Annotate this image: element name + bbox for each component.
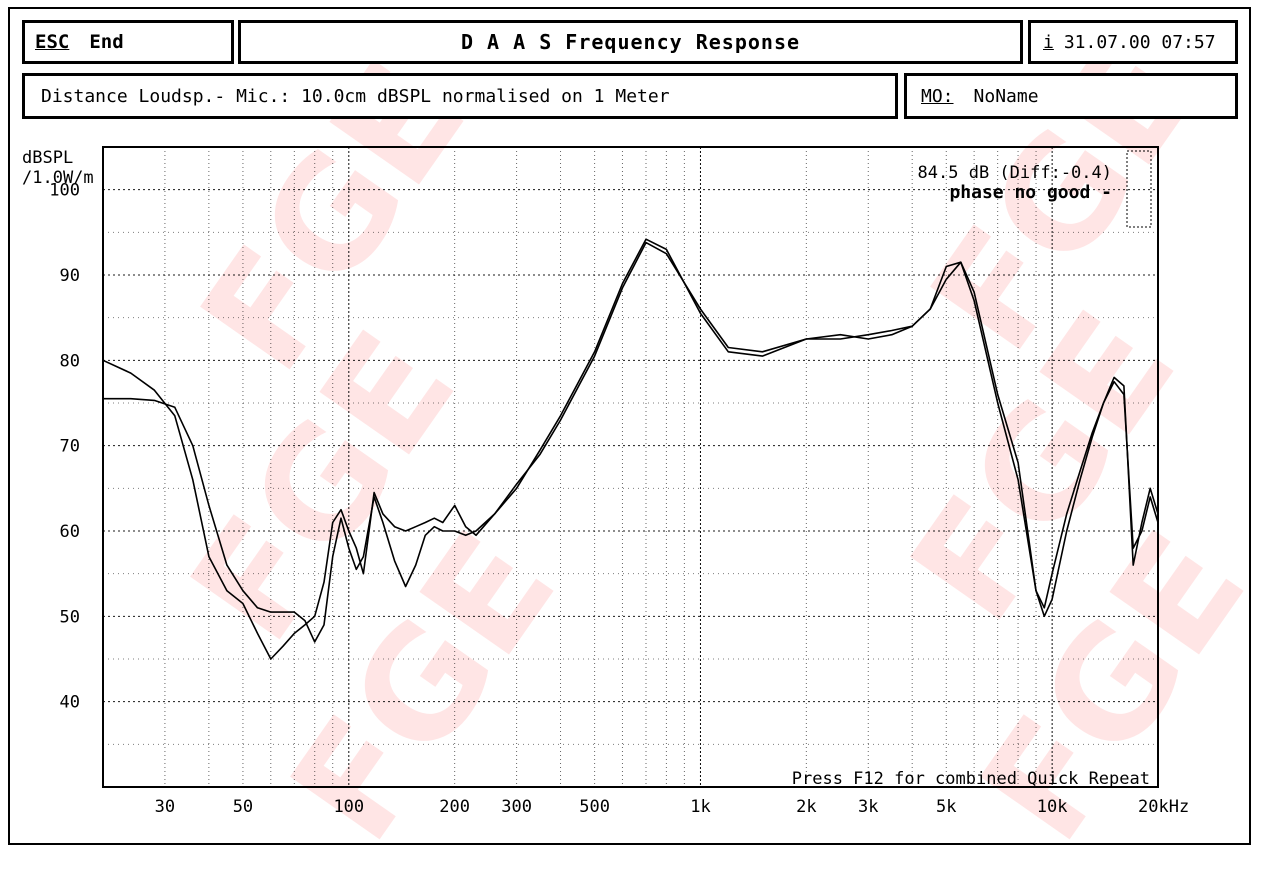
plot-border — [102, 146, 1159, 788]
x-tick-label: 200 — [439, 797, 470, 817]
x-tick-label: 100 — [333, 797, 364, 817]
y-axis-labels: 40 50 60 70 80 90 100 — [49, 181, 80, 713]
x-tick-label: 1k — [690, 797, 710, 817]
x-tick-label: 50 — [233, 797, 253, 817]
x-axis-labels: 30 50 100 200 300 500 1k 2k 3k 5k 10k 20kHz — [155, 797, 1190, 817]
y-axis-label-line1: dBSPL — [22, 148, 73, 168]
x-tick-label: 5k — [936, 797, 956, 817]
level-readout: 84.5 dB (Diff:-0.4) — [918, 163, 1112, 183]
x-tick-label: 30 — [155, 797, 175, 817]
measurement-text: Distance Loudsp.- Mic.: 10.0cm dBSPL nor… — [41, 85, 670, 107]
series-line-2 — [102, 241, 1159, 660]
scroll-indicator[interactable] — [1126, 150, 1152, 228]
y-tick-label: 70 — [60, 437, 80, 457]
datetime: 31.07.00 07:57 — [1063, 31, 1216, 53]
y-axis-label-line2: /1.0W/m — [22, 168, 94, 188]
series-lines — [102, 238, 1159, 660]
y-tick-label: 100 — [49, 181, 80, 201]
end-button[interactable]: End — [89, 31, 124, 53]
x-tick-label: 300 — [501, 797, 532, 817]
phase-warning: phase no good - — [949, 182, 1112, 203]
title-box: D A A S Frequency Response — [238, 20, 1023, 64]
page-title: D A A S Frequency Response — [460, 30, 801, 54]
app-frame — [8, 7, 1251, 845]
y-tick-label: 50 — [60, 607, 80, 627]
mo-label[interactable]: MO: — [921, 85, 954, 107]
info-marker[interactable]: i — [1043, 31, 1054, 53]
x-tick-label: 2k — [796, 797, 816, 817]
date-box: i 31.07.00 07:57 — [1028, 20, 1238, 64]
y-tick-label: 60 — [60, 522, 80, 542]
y-tick-label: 90 — [60, 266, 80, 286]
x-tick-label: 20kHz — [1138, 797, 1189, 817]
x-tick-label: 3k — [858, 797, 878, 817]
y-tick-label: 80 — [60, 351, 80, 371]
mo-value: NoName — [973, 85, 1039, 107]
x-tick-label: 500 — [579, 797, 610, 817]
x-tick-label: 10k — [1037, 797, 1068, 817]
mo-box: MO: NoName — [904, 73, 1238, 119]
esc-end-box: ESC End — [22, 20, 234, 64]
y-tick-label: 40 — [60, 693, 80, 713]
esc-key[interactable]: ESC — [35, 31, 70, 53]
series-line-1 — [103, 238, 1159, 643]
measurement-info-box: Distance Loudsp.- Mic.: 10.0cm dBSPL nor… — [22, 73, 898, 119]
chart-grid — [102, 146, 1159, 788]
footer-hint: Press F12 for combined Quick Repeat — [792, 769, 1150, 789]
